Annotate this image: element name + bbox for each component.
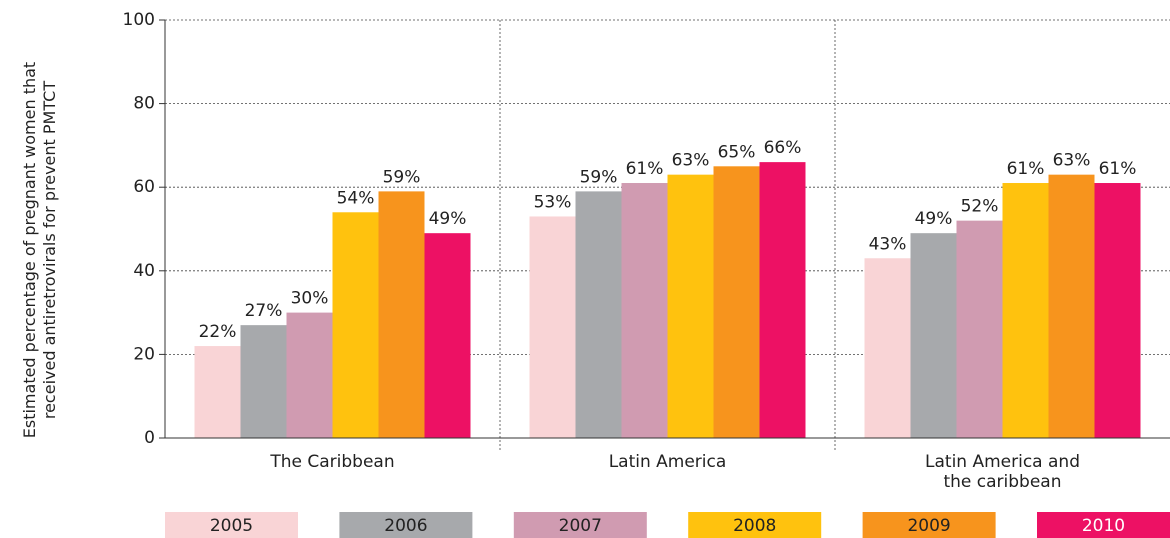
data-label: 27% bbox=[245, 301, 283, 321]
data-label: 22% bbox=[199, 322, 237, 342]
data-label: 59% bbox=[580, 167, 618, 187]
legend-label: 2007 bbox=[559, 516, 602, 536]
legend-label: 2005 bbox=[210, 516, 253, 536]
bar bbox=[575, 191, 622, 438]
legend-swatch bbox=[165, 512, 298, 538]
data-label: 59% bbox=[383, 167, 421, 187]
bar bbox=[759, 162, 806, 438]
legend-swatch bbox=[339, 512, 473, 538]
data-label: 54% bbox=[337, 188, 375, 208]
x-tick-label: Latin America bbox=[608, 452, 727, 472]
bar bbox=[194, 346, 241, 438]
y-tick-label: 80 bbox=[133, 94, 155, 114]
legend-label: 2009 bbox=[907, 516, 950, 536]
y-tick-label: 100 bbox=[123, 10, 155, 30]
y-tick-label: 60 bbox=[133, 177, 155, 197]
bar bbox=[286, 312, 333, 438]
legend-swatch bbox=[513, 512, 647, 538]
legend-label: 2008 bbox=[733, 516, 776, 536]
bar bbox=[1094, 183, 1141, 438]
data-label: 49% bbox=[915, 209, 953, 229]
data-label: 30% bbox=[291, 289, 329, 309]
bar bbox=[424, 233, 471, 438]
bar bbox=[864, 258, 911, 438]
bar bbox=[713, 166, 760, 439]
bar bbox=[621, 183, 668, 438]
legend-swatch bbox=[688, 512, 822, 538]
y-tick-label: 20 bbox=[133, 344, 155, 364]
bar bbox=[956, 220, 1003, 438]
data-label: 49% bbox=[429, 209, 467, 229]
bar bbox=[667, 174, 714, 438]
x-tick-label: The Caribbean bbox=[270, 452, 395, 472]
legend-swatch bbox=[1037, 512, 1170, 538]
bar bbox=[378, 191, 425, 438]
data-label: 52% bbox=[961, 197, 999, 217]
data-label: 61% bbox=[626, 159, 664, 179]
legend-label: 2006 bbox=[384, 516, 427, 536]
y-tick-label: 40 bbox=[133, 261, 155, 281]
y-axis-label: Estimated percentage of pregnant women t… bbox=[20, 61, 59, 439]
bar bbox=[910, 233, 957, 438]
data-label: 65% bbox=[718, 142, 756, 162]
legend-swatch bbox=[862, 512, 996, 538]
data-label: 66% bbox=[764, 138, 802, 158]
data-label: 63% bbox=[672, 151, 710, 171]
bar bbox=[1048, 174, 1095, 438]
y-tick-label: 0 bbox=[144, 428, 155, 448]
data-label: 61% bbox=[1099, 159, 1137, 179]
data-label: 53% bbox=[534, 192, 572, 212]
data-label: 43% bbox=[869, 234, 907, 254]
x-tick-label: Latin America and the caribbean bbox=[925, 452, 1080, 492]
legend-label: 2010 bbox=[1082, 516, 1125, 536]
bar bbox=[529, 216, 576, 438]
bar bbox=[1002, 183, 1049, 438]
bar bbox=[240, 325, 287, 438]
bar bbox=[332, 212, 379, 438]
data-label: 61% bbox=[1007, 159, 1045, 179]
data-label: 63% bbox=[1053, 151, 1091, 171]
